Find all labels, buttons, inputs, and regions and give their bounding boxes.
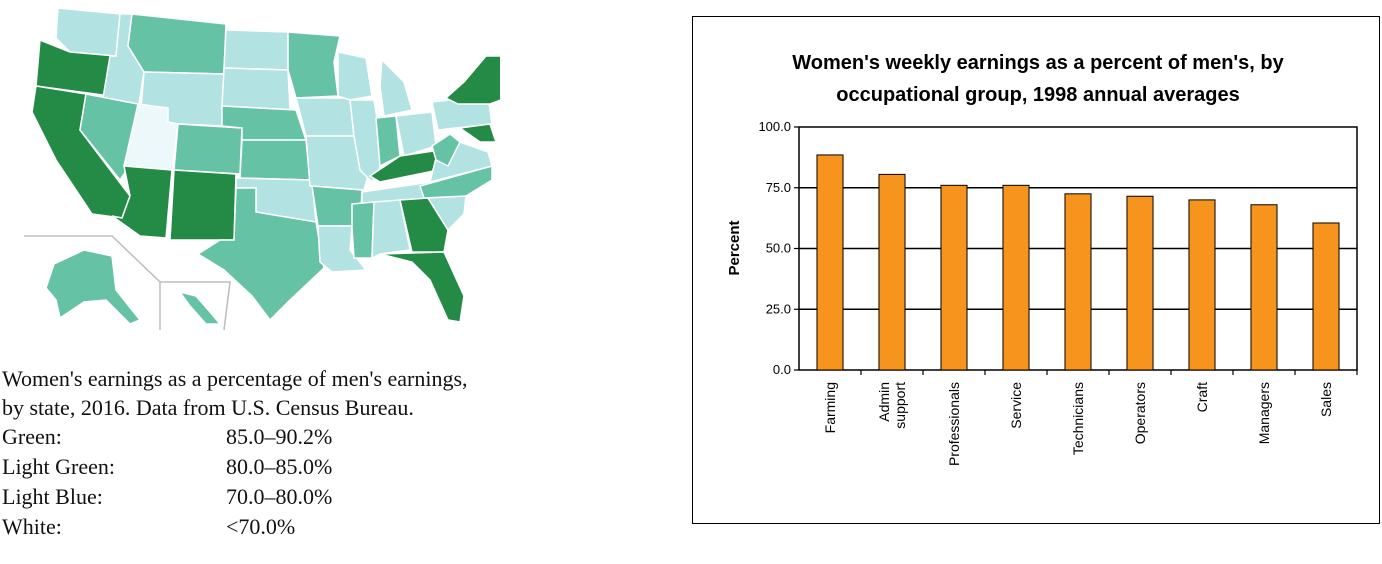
map-caption: Women's earnings as a percentage of men'… [2,364,642,542]
category-label: Operators [1132,382,1148,444]
state-iowa [295,97,355,137]
state-new-mexico [169,169,237,241]
state-florida [379,251,465,323]
legend-row-green: Green: 85.0–90.2% [2,422,642,452]
category-label: support [892,382,908,429]
state-colorado [173,123,243,175]
bar [1250,204,1278,371]
state-north-dakota [223,29,289,71]
state-minnesota [287,31,341,99]
state-nevada [79,93,139,182]
legend-row-light-blue: Light Blue: 70.0–80.0% [2,482,642,512]
bar [1312,222,1340,371]
category-label: Service [1008,382,1024,429]
state-texas [196,187,325,322]
y-axis-label: Percent [726,220,743,275]
bar [1188,199,1216,371]
bar [1126,195,1154,371]
legend-range: <70.0% [226,514,296,539]
legend-range: 80.0–85.0% [226,454,333,479]
y-tick-label: 100.0 [758,119,791,134]
state-south-dakota [221,67,291,111]
state-west-virginia [431,133,461,168]
chart-title-line-2: occupational group, 1998 annual averages [836,84,1239,106]
state-kansas [239,139,311,181]
state-ohio [395,111,437,157]
category-label: Admin [876,382,892,422]
y-tick-label: 0.0 [773,362,791,377]
state-missouri [305,135,369,191]
bar-chart-frame: Women's weekly earnings as a percent of … [692,16,1380,524]
legend-row-light-green: Light Green: 80.0–85.0% [2,452,642,482]
state-maryland [457,123,498,143]
state-alabama [371,199,411,260]
state-michigan [379,58,413,117]
map-panel: Women's earnings as a percentage of men'… [0,0,640,564]
caption-line-2: by state, 2016. Data from U.S. Census Bu… [2,395,414,420]
bar [816,154,844,371]
legend-label: Green: [2,424,62,449]
state-wisconsin [337,51,373,101]
y-tick-label: 75.0 [766,180,791,195]
legend-label: White: [2,514,62,539]
bar [940,184,968,371]
category-label: Sales [1318,382,1334,417]
legend-range: 70.0–80.0% [226,484,333,509]
state-washington [55,7,121,57]
legend-row-white: White: <70.0% [2,512,642,542]
plot-area: 0.0 25.0 50.0 75.0 100.0 Farming Admin support P… [758,119,1358,466]
bar [878,173,906,371]
state-montana [127,13,227,75]
inset-border [24,235,231,331]
state-arizona [111,165,173,239]
category-label: Farming [822,382,838,433]
chart-title-line-1: Women's weekly earnings as a percent of … [792,52,1284,74]
us-earnings-map [24,7,500,331]
caption-line-1: Women's earnings as a percentage of men'… [2,366,468,391]
state-mississippi [351,201,375,259]
state-hawaii [178,290,222,325]
bar-chart: Women's weekly earnings as a percent of … [726,52,1358,466]
legend-range: 85.0–90.2% [226,424,333,449]
legend-label: Light Blue: [2,484,103,509]
state-alaska [45,249,142,325]
y-tick-label: 50.0 [766,241,791,256]
category-label: Managers [1256,382,1272,444]
bar [1002,184,1030,371]
bar [1064,193,1092,371]
category-label: Professionals [946,382,962,466]
y-tick-label: 25.0 [766,301,791,316]
state-new-york [444,55,500,105]
category-label: Craft [1194,382,1210,412]
category-label: Technicians [1070,382,1086,455]
legend-label: Light Green: [2,454,116,479]
